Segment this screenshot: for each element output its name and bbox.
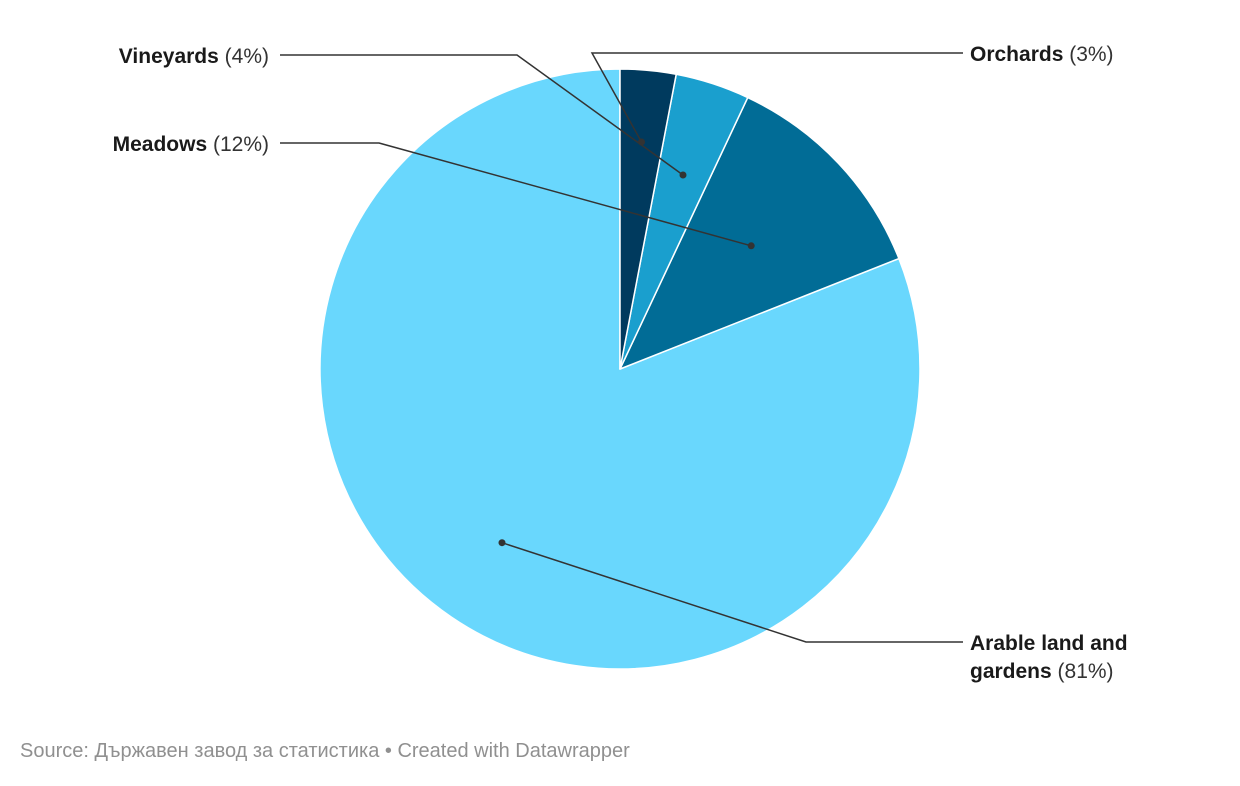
leader-dot-vineyards [679, 171, 687, 179]
leader-dot-meadows [747, 242, 755, 250]
pie-labels: Arable land and gardens (81%) Meadows (12%… [113, 43, 1128, 683]
leader-dot-arable-land-and-gardens [498, 539, 506, 547]
slice-label-value: (4%) [219, 45, 269, 68]
leader-line-meadows [280, 142, 752, 247]
slice-label-name: Orchards [970, 43, 1063, 66]
slice-label-name: Arable land and [970, 632, 1128, 655]
slice-label-value: (12%) [207, 133, 269, 156]
leader-dot-orchards [638, 138, 645, 146]
leader-line-arable-land-and-gardens [501, 541, 963, 643]
slice-label-meadows: Meadows (12%) [113, 133, 269, 156]
pie-slice-meadows [619, 96, 900, 370]
slice-label-arable-land-and-gardens: Arable land and gardens (81%) [970, 632, 1128, 683]
slice-label-orchards: Orchards (3%) [970, 43, 1114, 66]
leader-line-orchards [590, 52, 963, 143]
slice-label-name: Vineyards [119, 45, 219, 68]
source-footer: Source: Държавен завод за статистика • C… [20, 740, 630, 762]
slice-label-name: gardens [970, 660, 1052, 683]
slice-label-value: (3%) [1063, 43, 1113, 66]
pie-slice-arable-land-and-gardens [319, 68, 921, 670]
pie-slice-orchards [619, 68, 677, 370]
leader-line-vineyards [280, 54, 684, 176]
slice-label-vineyards: Vineyards (4%) [119, 45, 269, 68]
pie-slices [319, 68, 921, 670]
slice-label-name: Meadows [113, 133, 208, 156]
slice-label-value: (81%) [1052, 660, 1114, 683]
